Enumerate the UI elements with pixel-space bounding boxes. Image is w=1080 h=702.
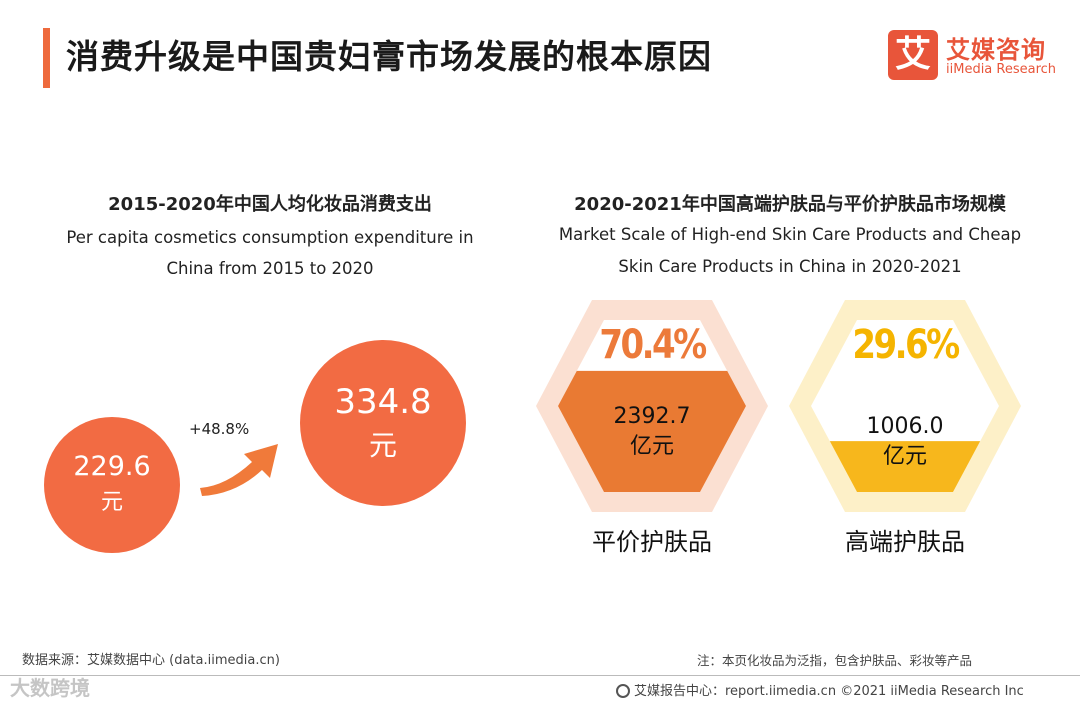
hex-high-category: 高端护肤品 [845, 528, 965, 556]
data-source: 数据来源：艾媒数据中心 (data.iimedia.cn) [22, 653, 280, 668]
bubble-2015: 229.6 元 [44, 417, 180, 553]
bubble-2020-value: 334.8 [334, 382, 432, 422]
watermark: 大数跨境 [10, 676, 90, 700]
logo-mark: 艾 [888, 30, 938, 80]
bubble-2020: 334.8 元 [300, 340, 466, 506]
hex-high-share-fill [829, 441, 981, 492]
growth-label: +48.8% [189, 420, 250, 438]
left-chart-subtitle-line2: China from 2015 to 2020 [166, 259, 374, 278]
logo-en-text: iiMedia Research [946, 62, 1057, 77]
left-chart-subtitle-line1: Per capita cosmetics consumption expendi… [66, 228, 474, 247]
hex-cheap-share-fill [558, 370, 746, 492]
hex-cheap-unit: 亿元 [629, 434, 674, 459]
bubble-2015-unit: 元 [100, 490, 123, 515]
footer-divider [0, 675, 1080, 676]
footnote: 注：本页化妆品为泛指，包含护肤品、彩妆等产品 [697, 653, 973, 668]
report-center-icon [616, 684, 630, 698]
hex-high-unit: 亿元 [882, 444, 927, 469]
copyright-text: 艾媒报告中心：report.iimedia.cn ©2021 iiMedia R… [634, 684, 1024, 699]
hex-cheap-category: 平价护肤品 [592, 528, 712, 556]
hex-high-share-label: 29.6% [852, 322, 960, 368]
hex-high-chart [789, 300, 1021, 512]
hex-cheap-share-label: 70.4% [599, 322, 707, 368]
page-title: 消费升级是中国贵妇膏市场发展的根本原因 [66, 37, 712, 76]
logo-cn-text: 艾媒咨询 [946, 36, 1046, 64]
bubble-2020-unit: 元 [368, 429, 397, 462]
left-chart-title: 2015-2020年中国人均化妆品消费支出 [108, 194, 432, 215]
growth-arrow-icon [200, 444, 278, 496]
title-accent-bar [43, 28, 50, 88]
right-chart-subtitle-line2: Skin Care Products in China in 2020-2021 [618, 257, 962, 276]
copyright: 艾媒报告中心：report.iimedia.cn ©2021 iiMedia R… [616, 680, 1024, 699]
bubble-2015-value: 229.6 [73, 451, 151, 482]
hex-high-value: 1006.0 [866, 414, 944, 439]
right-chart-subtitle-line1: Market Scale of High-end Skin Care Produ… [558, 225, 1022, 244]
right-chart-title: 2020-2021年中国高端护肤品与平价护肤品市场规模 [574, 194, 1006, 215]
hex-cheap-chart [536, 300, 768, 512]
iimedia-logo: 艾 艾媒咨询 iiMedia Research [888, 30, 1063, 82]
hex-cheap-value: 2392.7 [613, 404, 691, 429]
